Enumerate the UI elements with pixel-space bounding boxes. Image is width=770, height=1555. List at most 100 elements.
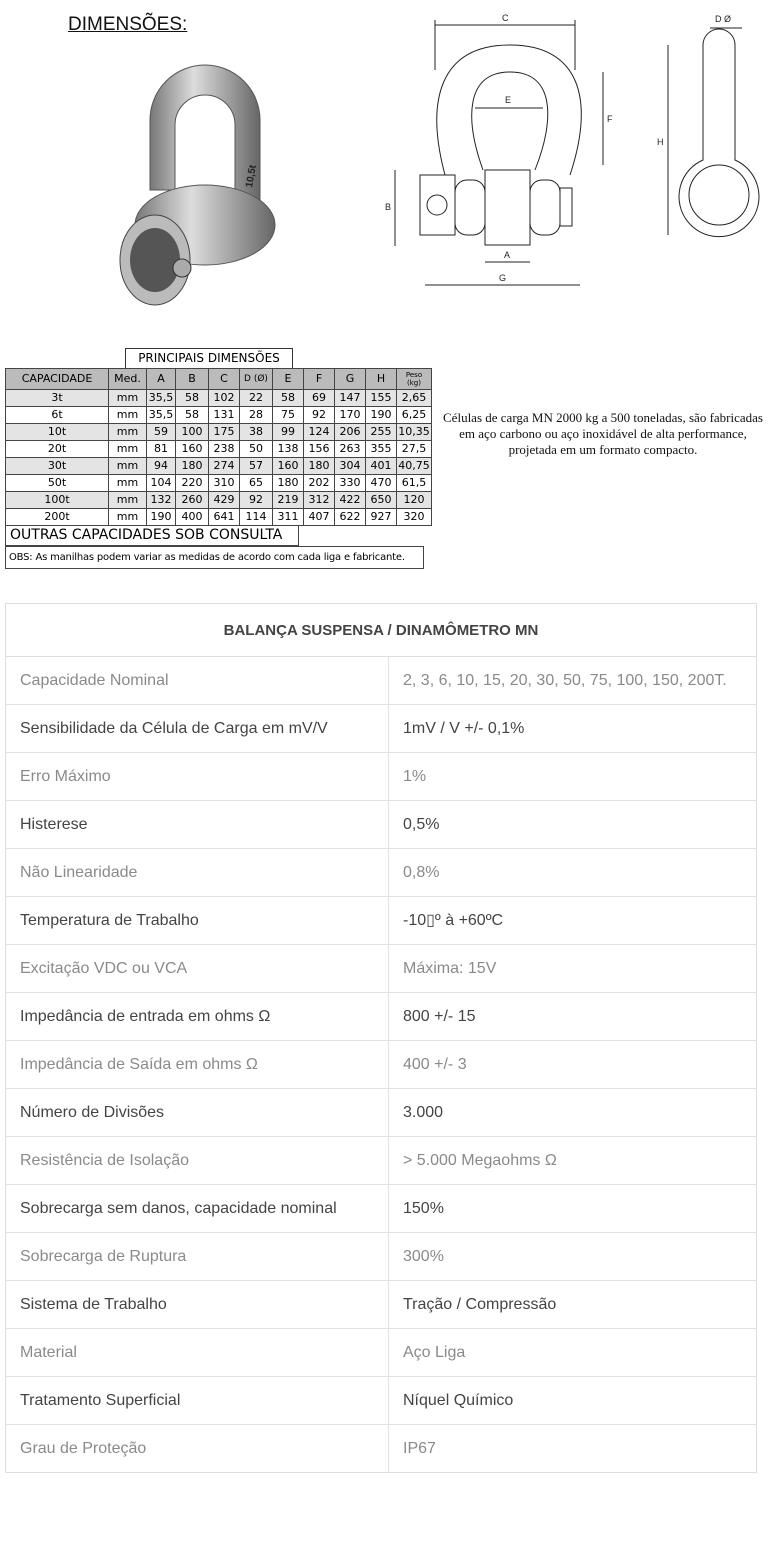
table-cell: 59: [146, 423, 176, 441]
table-row: 200t mm 190 400 641 114 311 407 622 927 320: [5, 508, 432, 526]
spec-row: Capacidade Nominal 2, 3, 6, 10, 15, 20, 3…: [5, 656, 757, 705]
spec-row: Não Linearidade 0,8%: [5, 848, 757, 897]
column-header: Peso (kg): [396, 368, 432, 390]
table-cell: 58: [175, 406, 209, 424]
table-cell: 35,5: [146, 389, 176, 407]
table-cell: 92: [303, 406, 335, 424]
table-cell: 100: [175, 423, 209, 441]
table-cell: 330: [334, 474, 366, 492]
spec-value: 400 +/- 3: [388, 1040, 757, 1089]
table-cell: 114: [239, 508, 273, 526]
spec-value: Máxima: 15V: [388, 944, 757, 993]
spec-label: Material: [5, 1328, 389, 1377]
spec-label: Sensibilidade da Célula de Carga em mV/V: [5, 704, 389, 753]
table-cell: mm: [108, 508, 147, 526]
column-header: C: [208, 368, 240, 390]
table-cell: mm: [108, 389, 147, 407]
label-f: F: [607, 114, 613, 124]
table-row: 30t mm 94 180 274 57 160 180 304 401 40,75: [5, 457, 432, 475]
table-cell: 160: [272, 457, 304, 475]
table-cell: mm: [108, 457, 147, 475]
table-cell: 102: [208, 389, 240, 407]
table-cell: 622: [334, 508, 366, 526]
table-cell: 81: [146, 440, 176, 458]
spec-row: Material Aço Liga: [5, 1328, 757, 1377]
spec-value: Aço Liga: [388, 1328, 757, 1377]
spec-label: Sobrecarga sem danos, capacidade nominal: [5, 1184, 389, 1233]
spec-value: Níquel Químico: [388, 1376, 757, 1425]
table-cell: 138: [272, 440, 304, 458]
section-title: DIMENSÕES:: [68, 14, 188, 35]
table-cell: 263: [334, 440, 366, 458]
spec-title: BALANÇA SUSPENSA / DINAMÔMETRO MN: [5, 603, 757, 657]
table-cell: 650: [365, 491, 397, 509]
table-cell: 104: [146, 474, 176, 492]
spec-value: 3.000: [388, 1088, 757, 1137]
table-row: 50t mm 104 220 310 65 180 202 330 470 61,5: [5, 474, 432, 492]
spec-label: Tratamento Superficial: [5, 1376, 389, 1425]
spec-value: 800 +/- 15: [388, 992, 757, 1041]
dimensions-heading: PRINCIPAIS DIMENSÕES: [125, 348, 293, 368]
spec-row: Sistema de Trabalho Tração / Compressão: [5, 1280, 757, 1329]
spec-row: Número de Divisões 3.000: [5, 1088, 757, 1137]
table-cell: 6t: [5, 406, 109, 424]
table-cell: mm: [108, 440, 147, 458]
spec-row: Sobrecarga de Ruptura 300%: [5, 1232, 757, 1281]
spec-row: Histerese 0,5%: [5, 800, 757, 849]
column-header: B: [175, 368, 209, 390]
table-cell: 311: [272, 508, 304, 526]
spec-label: Temperatura de Trabalho: [5, 896, 389, 945]
table-cell: 407: [303, 508, 335, 526]
table-cell: 147: [334, 389, 366, 407]
label-a: A: [504, 250, 510, 260]
table-cell: 120: [396, 491, 432, 509]
column-header: CAPACIDADE: [5, 368, 109, 390]
table-cell: 355: [365, 440, 397, 458]
spec-label: Impedância de Saída em ohms Ω: [5, 1040, 389, 1089]
spec-row: Resistência de Isolação > 5.000 Megaohms …: [5, 1136, 757, 1185]
label-h: H: [657, 137, 664, 147]
table-cell: 190: [146, 508, 176, 526]
other-capacities-note: OUTRAS CAPACIDADES SOB CONSULTA: [5, 526, 299, 546]
table-cell: 170: [334, 406, 366, 424]
table-cell: 470: [365, 474, 397, 492]
spec-row: Temperatura de Trabalho -10▯º à +60ºC: [5, 896, 757, 945]
table-cell: 40,75: [396, 457, 432, 475]
table-cell: 175: [208, 423, 240, 441]
table-cell: 50: [239, 440, 273, 458]
spec-value: 0,5%: [388, 800, 757, 849]
table-cell: 320: [396, 508, 432, 526]
spec-row: Tratamento Superficial Níquel Químico: [5, 1376, 757, 1425]
table-cell: 401: [365, 457, 397, 475]
spec-label: Excitação VDC ou VCA: [5, 944, 389, 993]
table-cell: 202: [303, 474, 335, 492]
table-cell: mm: [108, 474, 147, 492]
spec-label: Não Linearidade: [5, 848, 389, 897]
spec-value: 1%: [388, 752, 757, 801]
label-c: C: [502, 13, 509, 23]
spec-label: Sistema de Trabalho: [5, 1280, 389, 1329]
spec-row: Impedância de Saída em ohms Ω 400 +/- 3: [5, 1040, 757, 1089]
table-cell: 58: [175, 389, 209, 407]
table-cell: 160: [175, 440, 209, 458]
spec-value: > 5.000 Megaohms Ω: [388, 1136, 757, 1185]
label-d: D Ø: [715, 14, 731, 24]
table-row: 10t mm 59 100 175 38 99 124 206 255 10,35: [5, 423, 432, 441]
table-cell: 100t: [5, 491, 109, 509]
table-cell: 400: [175, 508, 209, 526]
spec-value: 300%: [388, 1232, 757, 1281]
dimension-diagram: C E F B A G D Ø H: [385, 13, 760, 286]
table-cell: 3t: [5, 389, 109, 407]
spec-label: Histerese: [5, 800, 389, 849]
table-cell: 10t: [5, 423, 109, 441]
label-g: G: [499, 273, 506, 283]
table-cell: 190: [365, 406, 397, 424]
spec-label: Erro Máximo: [5, 752, 389, 801]
table-cell: 94: [146, 457, 176, 475]
table-cell: 10,35: [396, 423, 432, 441]
table-cell: 206: [334, 423, 366, 441]
table-cell: 180: [175, 457, 209, 475]
table-row: 6t mm 35,5 58 131 28 75 92 170 190 6,25: [5, 406, 432, 424]
table-cell: 422: [334, 491, 366, 509]
column-header: H: [365, 368, 397, 390]
